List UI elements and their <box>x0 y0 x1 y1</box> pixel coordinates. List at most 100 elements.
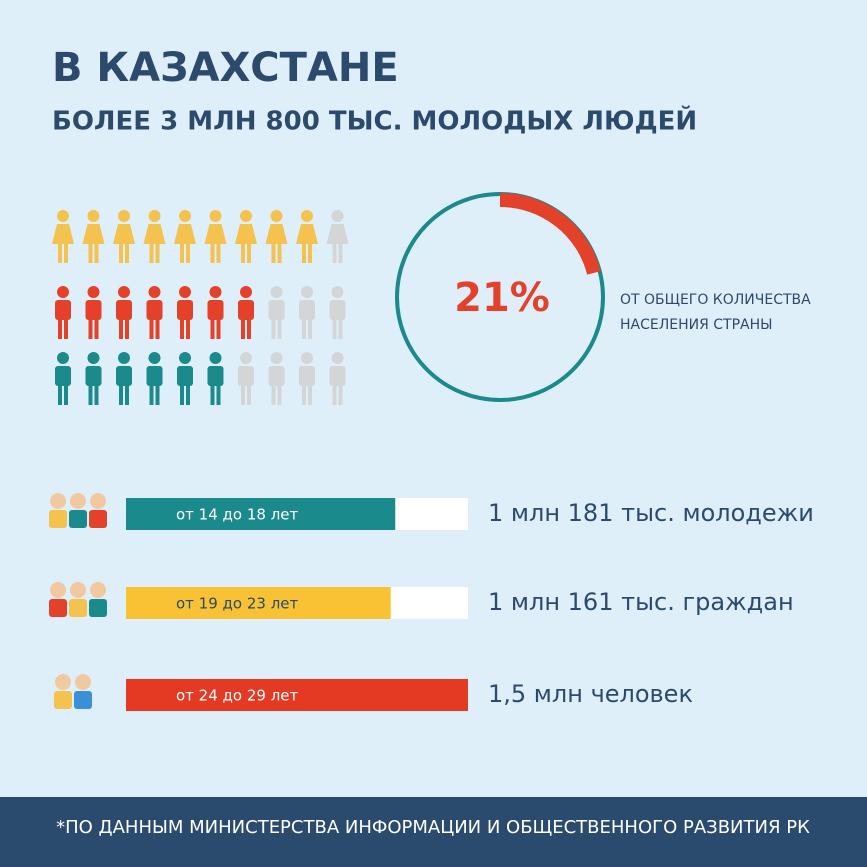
person-icon <box>265 210 288 263</box>
head <box>240 210 252 222</box>
people-row <box>55 352 346 405</box>
leg <box>186 243 190 263</box>
body <box>52 224 74 244</box>
head <box>87 286 100 298</box>
leg <box>125 243 129 263</box>
group-icon-head <box>50 582 66 598</box>
group-text: 1,5 млн человек <box>488 680 693 708</box>
leg <box>308 319 312 339</box>
body <box>329 300 346 320</box>
leg <box>308 385 312 405</box>
body <box>174 224 196 244</box>
body <box>207 366 224 386</box>
body <box>207 300 224 320</box>
leg <box>302 319 306 339</box>
head <box>240 286 252 298</box>
person-icon <box>116 286 132 339</box>
group-icon-head <box>70 493 86 509</box>
group-icon-head <box>50 493 66 509</box>
leg <box>119 243 123 263</box>
person-icon <box>238 286 254 339</box>
leg <box>210 385 215 405</box>
person-icon <box>146 286 163 339</box>
body <box>177 366 193 386</box>
leg <box>302 385 306 405</box>
leg <box>271 243 276 263</box>
person-icon <box>235 210 257 263</box>
bar-label: от 19 до 23 лет <box>176 595 299 613</box>
group-icon-body <box>69 510 87 528</box>
person-icon <box>55 286 71 339</box>
body <box>299 366 315 386</box>
person-icon <box>85 286 102 339</box>
leg <box>64 385 68 405</box>
body <box>113 224 135 244</box>
leg <box>247 319 251 339</box>
person-icon <box>146 352 163 405</box>
leg <box>64 243 68 263</box>
body <box>116 300 132 320</box>
leg <box>180 319 184 339</box>
leg <box>119 319 123 339</box>
head <box>118 352 130 364</box>
group-icon-head <box>75 674 91 690</box>
leg <box>271 385 276 405</box>
leg <box>94 319 99 339</box>
body <box>55 300 71 320</box>
leg <box>155 243 160 263</box>
group-icon-body <box>49 510 67 528</box>
body <box>204 224 227 244</box>
person-icon <box>177 286 193 339</box>
leg <box>64 319 68 339</box>
leg <box>216 385 221 405</box>
leg <box>155 385 160 405</box>
body <box>235 224 257 244</box>
body <box>85 300 102 320</box>
person-icon <box>238 352 254 405</box>
bar <box>126 498 396 530</box>
leg <box>186 319 190 339</box>
leg <box>210 243 215 263</box>
body <box>146 366 163 386</box>
leg <box>271 319 276 339</box>
person-icon <box>329 352 346 405</box>
body <box>238 300 254 320</box>
person-icon <box>299 352 315 405</box>
leg <box>277 319 282 339</box>
leg <box>247 243 251 263</box>
person-icon <box>268 352 285 405</box>
head <box>57 210 69 222</box>
leg <box>149 385 154 405</box>
ring-label: 21% <box>454 275 550 321</box>
person-icon <box>177 352 193 405</box>
group-icon-body <box>49 599 67 617</box>
leg <box>58 319 62 339</box>
head <box>57 286 69 298</box>
person-icon <box>55 352 71 405</box>
head <box>179 286 191 298</box>
people-row <box>52 210 349 263</box>
group-text: 1 млн 161 тыс. граждан <box>488 588 794 616</box>
person-icon <box>116 352 132 405</box>
head <box>301 352 313 364</box>
body <box>116 366 132 386</box>
leg <box>119 385 123 405</box>
leg <box>338 385 343 405</box>
person-icon <box>174 210 196 263</box>
person-icon <box>113 210 135 263</box>
head <box>148 286 161 298</box>
bar <box>126 587 391 619</box>
leg <box>58 243 62 263</box>
people-row <box>55 286 346 339</box>
group-icon-head <box>55 674 71 690</box>
body <box>296 224 318 244</box>
head <box>209 352 222 364</box>
leg <box>58 385 62 405</box>
head <box>57 352 69 364</box>
body <box>85 366 102 386</box>
head <box>179 352 191 364</box>
person-icon <box>82 210 105 263</box>
title: В КАЗАХСТАНЕ <box>52 45 399 91</box>
